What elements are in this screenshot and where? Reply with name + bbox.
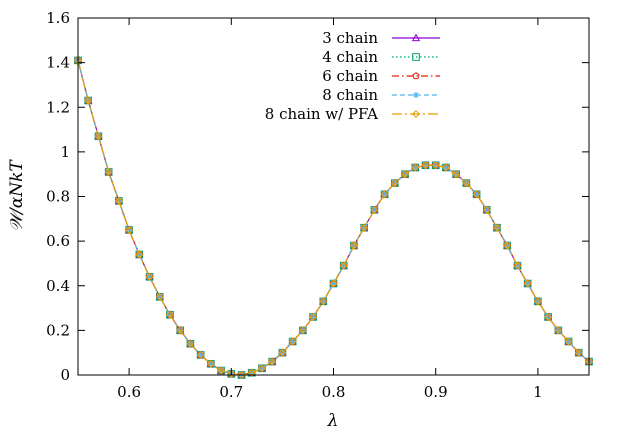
data-point bbox=[533, 297, 542, 306]
legend-marker bbox=[412, 91, 420, 99]
data-point bbox=[401, 170, 410, 179]
data-point bbox=[186, 339, 195, 348]
data-point bbox=[268, 357, 277, 366]
data-point bbox=[381, 190, 388, 198]
data-point bbox=[206, 359, 215, 368]
legend-marker bbox=[412, 72, 420, 80]
data-point bbox=[247, 368, 256, 377]
data-point bbox=[442, 164, 450, 171]
data-point bbox=[390, 179, 399, 188]
data-point bbox=[165, 310, 174, 319]
series-5 bbox=[73, 56, 594, 380]
legend-label: 3 chain bbox=[322, 29, 378, 47]
data-point bbox=[554, 326, 563, 335]
series-group bbox=[73, 56, 594, 380]
data-point bbox=[94, 132, 103, 141]
x-tick-label: 0.6 bbox=[117, 383, 141, 401]
data-point bbox=[370, 205, 379, 214]
data-point bbox=[176, 326, 185, 335]
x-tick-label: 0.9 bbox=[424, 383, 448, 401]
data-point bbox=[156, 293, 164, 301]
x-tick-label: 1 bbox=[533, 383, 543, 401]
y-tick-label: 0.4 bbox=[46, 277, 70, 295]
legend-marker bbox=[411, 109, 421, 119]
data-point bbox=[309, 312, 318, 321]
legend-label: 6 chain bbox=[322, 67, 378, 85]
legend-marker bbox=[412, 53, 420, 61]
data-point bbox=[125, 226, 133, 234]
data-point bbox=[360, 223, 369, 232]
data-point bbox=[330, 280, 337, 287]
data-point bbox=[483, 206, 491, 214]
data-point bbox=[513, 261, 522, 270]
data-point bbox=[524, 280, 531, 287]
data-point bbox=[473, 190, 480, 198]
data-point bbox=[349, 241, 358, 250]
data-point bbox=[523, 279, 532, 288]
data-point bbox=[104, 167, 113, 176]
data-point bbox=[411, 163, 420, 172]
data-point bbox=[196, 350, 205, 359]
y-tick-label: 0 bbox=[60, 366, 70, 384]
data-point bbox=[452, 170, 461, 179]
legend-label: 8 chain w/ PFA bbox=[265, 105, 378, 123]
y-tick-label: 1 bbox=[60, 143, 70, 161]
data-point bbox=[472, 190, 481, 199]
data-point bbox=[84, 96, 93, 105]
data-point bbox=[227, 369, 236, 378]
data-point bbox=[544, 312, 553, 321]
data-point bbox=[114, 196, 123, 205]
data-point bbox=[462, 179, 471, 188]
data-point bbox=[289, 338, 296, 345]
y-ticks: 0 0.2 0.4 0.6 0.8 1 1.2 1.4 1.6 bbox=[46, 9, 589, 384]
data-point bbox=[371, 206, 378, 214]
x-tick-label: 0.7 bbox=[219, 383, 243, 401]
y-tick-label: 0.6 bbox=[46, 232, 70, 250]
data-point bbox=[197, 351, 204, 359]
series-line bbox=[77, 60, 590, 376]
data-point bbox=[258, 365, 266, 372]
data-point bbox=[207, 360, 215, 368]
legend-label: 4 chain bbox=[322, 48, 378, 66]
data-point bbox=[217, 366, 226, 375]
data-point bbox=[155, 292, 164, 301]
data-point bbox=[503, 241, 512, 250]
data-point bbox=[411, 164, 419, 171]
data-point bbox=[146, 273, 153, 281]
y-tick-label: 0.8 bbox=[46, 188, 70, 206]
legend-marker bbox=[411, 33, 421, 42]
legend-label: 8 chain bbox=[322, 86, 378, 104]
y-tick-label: 1.2 bbox=[46, 98, 70, 116]
x-ticks: 0.6 0.7 0.8 0.9 1 bbox=[117, 18, 543, 401]
data-point bbox=[493, 223, 502, 232]
y-tick-label: 1.4 bbox=[46, 54, 70, 72]
data-point bbox=[135, 250, 144, 259]
data-point bbox=[125, 225, 134, 234]
y-tick-label: 0.2 bbox=[46, 321, 70, 339]
data-point bbox=[431, 161, 440, 170]
data-point bbox=[288, 337, 297, 346]
data-point bbox=[319, 297, 328, 306]
data-point bbox=[257, 364, 266, 373]
x-tick-label: 0.8 bbox=[322, 383, 346, 401]
data-point bbox=[421, 161, 430, 170]
data-point bbox=[145, 272, 154, 281]
data-point bbox=[441, 163, 450, 172]
data-point bbox=[564, 337, 573, 346]
data-point bbox=[482, 205, 491, 214]
y-axis-label: 𝒲/αNkT bbox=[7, 159, 27, 232]
data-point bbox=[380, 190, 389, 199]
data-point bbox=[278, 348, 287, 357]
data-point bbox=[329, 279, 338, 288]
data-point bbox=[574, 348, 583, 357]
data-point bbox=[298, 326, 307, 335]
x-axis-label: λ bbox=[327, 411, 339, 431]
data-point bbox=[237, 370, 246, 380]
y-tick-label: 1.6 bbox=[46, 9, 70, 27]
data-point bbox=[565, 338, 572, 345]
data-point bbox=[339, 261, 348, 270]
